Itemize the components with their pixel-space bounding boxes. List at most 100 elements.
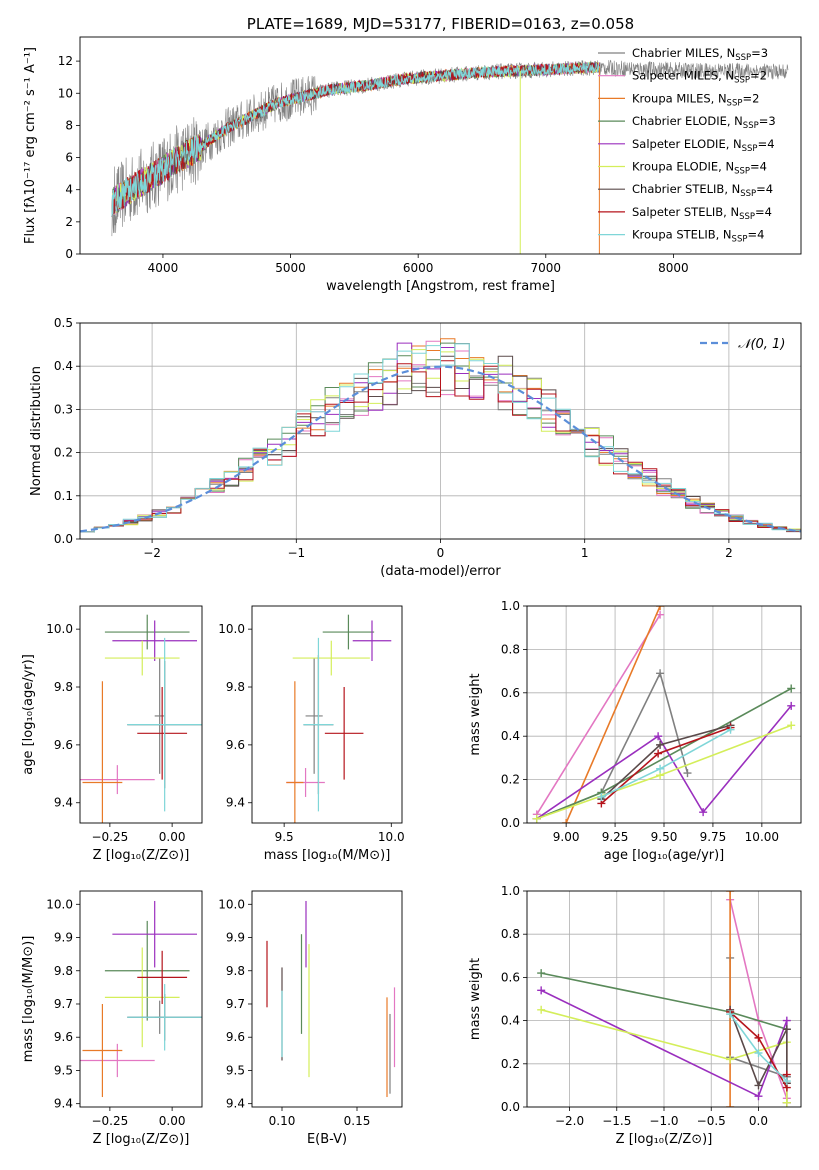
x-tick-label: 0.10 (269, 1114, 296, 1128)
weight-line (601, 729, 731, 798)
x-tick-label: −1 (287, 546, 305, 560)
errorbar (104, 947, 180, 1048)
x-tick-label: 6000 (403, 261, 434, 275)
axes-frame (79, 605, 203, 824)
x-tick-label: 9.75 (700, 830, 727, 844)
weight-marker (726, 1103, 735, 1107)
y-axis-label: Flux [fλ10⁻¹⁷ erg cm⁻² s⁻¹ A⁻¹] (23, 47, 38, 244)
weight-marker (683, 769, 692, 778)
errorbar (104, 640, 180, 676)
y-tick-label: 9.9 (54, 931, 73, 945)
errorbar (324, 687, 364, 780)
x-tick-label: 10.00 (745, 830, 779, 844)
legend: 𝒩(0, 1) (700, 337, 785, 352)
y-tick-label: 1.0 (501, 599, 520, 613)
x-tick-label: 5000 (275, 261, 306, 275)
y-tick-label: 0.6 (501, 686, 520, 700)
y-tick-label: 9.8 (226, 680, 245, 694)
axes-frame (79, 322, 802, 540)
errorbar (303, 637, 334, 812)
panel-residuals: −2 −1 0 1 2 0.0 0.1 0.2 0.3 0.4 0.5 (data-model)/er… (29, 316, 802, 579)
y-tick-label: 8 (65, 118, 73, 132)
y-tick-label: 0 (65, 247, 73, 261)
x-axis-label: age [log₁₀(age/yr)] (604, 848, 725, 863)
y-tick-label: 10.0 (46, 622, 73, 636)
x-tick-label: 0.00 (159, 830, 186, 844)
y-tick-label: 9.4 (226, 796, 245, 810)
weight-marker (656, 610, 665, 619)
weight-marker (754, 1033, 763, 1042)
x-axis-label: (data-model)/error (380, 564, 501, 579)
x-axis-label: Z [log₁₀(Z/Z⊙)] (93, 1132, 190, 1147)
x-axis-label: Z [log₁₀(Z/Z⊙)] (616, 1132, 713, 1147)
errorbar (286, 681, 304, 823)
y-tick-label: 9.8 (226, 964, 245, 978)
x-axis-label: Z [log₁₀(Z/Z⊙)] (93, 848, 190, 863)
panel-z-mass: −0.25 0.00 9.4 9.5 9.6 9.7 9.8 9.9 10.0 Z [log₁₀(… (21, 890, 203, 1147)
x-tick-label: −0.5 (697, 1114, 726, 1128)
panel-weight-z: −2.0 −1.5 −1.0 −0.5 0.0 0.0 0.2 0.4 0.6 0.8 1.0 Z [… (468, 884, 802, 1147)
x-tick-label: 4000 (148, 261, 179, 275)
axes-frame (526, 890, 802, 1108)
y-axis-label: age [log₁₀(age/yr)] (21, 654, 36, 775)
panel-spectrum: 4000 5000 6000 7000 8000 0 2 4 6 8 10 12 wavelength … (23, 36, 802, 294)
errorbar (352, 620, 392, 661)
plot-area (111, 59, 789, 254)
histogram-kroupa-stelib (80, 343, 801, 533)
y-tick-label: 9.7 (54, 997, 73, 1011)
errorbar (292, 640, 370, 676)
y-axis-label: Normed distribution (29, 366, 44, 496)
weight-marker (787, 684, 796, 693)
errorbar (80, 765, 155, 795)
x-tick-label: 0.15 (344, 1114, 371, 1128)
x-axis-label: wavelength [Angstrom, rest frame] (326, 279, 555, 294)
x-tick-label: 10.0 (378, 830, 405, 844)
plot-area (266, 900, 396, 1098)
y-tick-label: 0.0 (501, 1100, 520, 1114)
y-tick-label: 9.6 (226, 1030, 245, 1044)
x-tick-label: 0.0 (749, 1114, 768, 1128)
x-tick-label: −1.5 (602, 1114, 631, 1128)
grid (527, 890, 801, 1108)
x-tick-label: 0 (437, 546, 445, 560)
weight-marker (726, 891, 735, 895)
y-axis-label: mass weight (468, 958, 483, 1040)
weight-marker (726, 725, 735, 734)
y-axis-label: mass [log₁₀(M/M⊙)] (21, 936, 36, 1063)
y-tick-label: 10.0 (218, 622, 245, 636)
weight-marker (782, 1098, 791, 1107)
weight-marker (699, 808, 708, 817)
x-tick-label: −2.0 (555, 1114, 584, 1128)
weight-marker (787, 701, 796, 710)
chart-title: PLATE=1689, MJD=53177, FIBERID=0163, z=0… (247, 15, 634, 33)
panel-weight-age: 9.00 9.25 9.50 9.75 10.00 0.0 0.2 0.4 0.6 0.8 1.0 a… (468, 599, 802, 863)
weight-line (729, 1009, 788, 1088)
panel-mass-age: 9.5 10.0 9.4 9.6 9.8 10.0 mass [log₁₀(M/M⊙)] (218, 605, 405, 863)
axes-frame (251, 605, 403, 824)
weight-marker (754, 1049, 763, 1057)
y-tick-label: 0.0 (54, 532, 73, 546)
weight-marker (782, 1025, 791, 1034)
x-tick-label: 7000 (531, 261, 562, 275)
y-tick-label: 9.6 (54, 1030, 73, 1044)
legend-entry: Chabrier ELODIE, NSSP=3 (632, 114, 776, 131)
legend-entry: Salpeter MILES, NSSP=2 (632, 69, 767, 86)
y-tick-label: 9.4 (54, 1097, 73, 1111)
y-tick-label: 0.2 (501, 773, 520, 787)
weight-marker (597, 792, 606, 801)
legend-entry: Kroupa MILES, NSSP=2 (632, 91, 759, 108)
legend: Chabrier MILES, NSSP=3 Salpeter MILES, NS… (598, 46, 776, 245)
errorbar (137, 687, 188, 780)
weight-marker (782, 1077, 791, 1086)
errorbar (82, 1003, 123, 1098)
x-tick-label: 8000 (658, 261, 689, 275)
y-tick-label: 9.8 (54, 964, 73, 978)
weight-line (536, 671, 689, 820)
errorbar (112, 900, 198, 968)
y-tick-label: 9.6 (226, 738, 245, 752)
y-tick-label: 0.3 (54, 402, 73, 416)
weight-marker (656, 740, 665, 749)
x-axis-label: E(B-V) (307, 1132, 347, 1147)
weight-line (536, 614, 661, 815)
